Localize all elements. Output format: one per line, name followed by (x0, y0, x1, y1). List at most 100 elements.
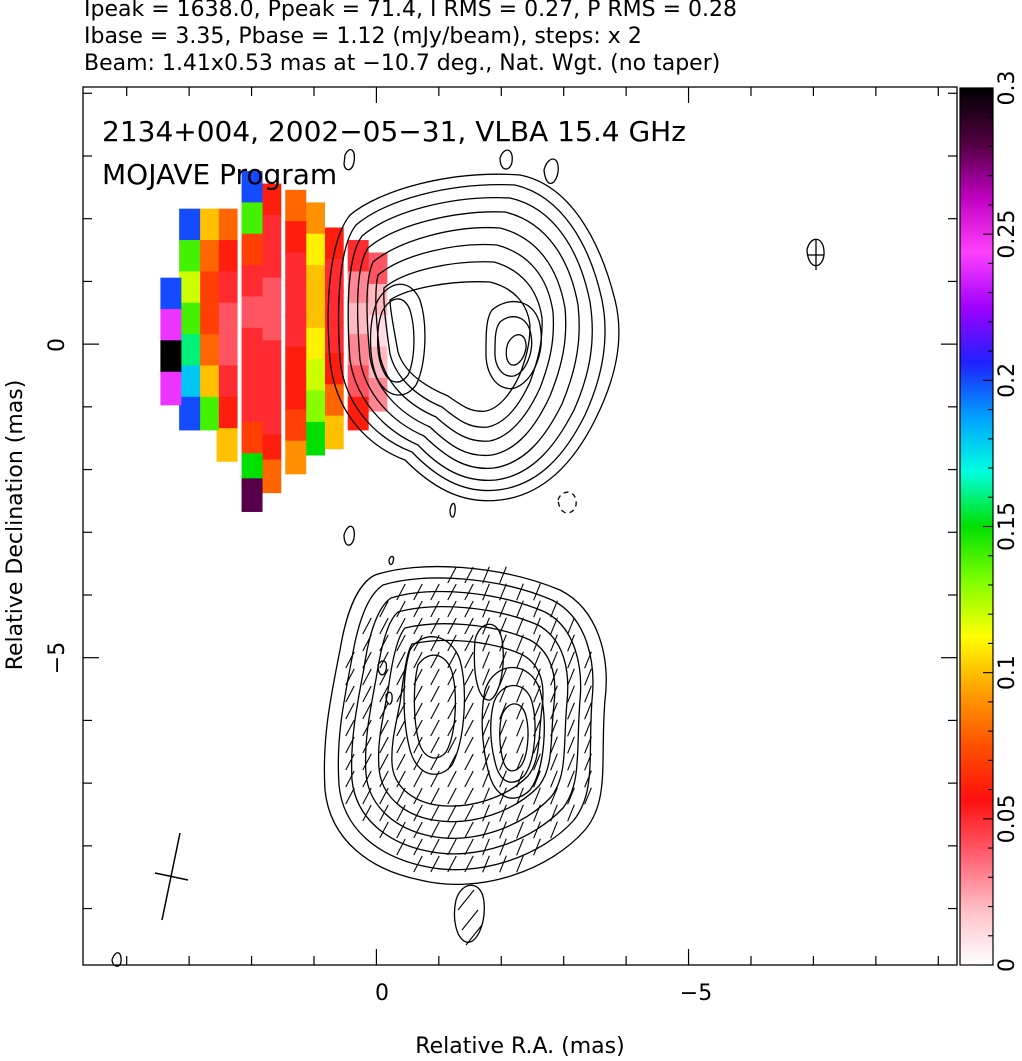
evpa-tick-41 (396, 685, 406, 703)
evpa-tick-54 (413, 634, 423, 652)
colorbar-label-3: 0.15 (995, 502, 1020, 551)
evpa-tick-208 (567, 685, 575, 703)
evpa-tick-43 (396, 719, 406, 737)
pol-pixel-60 (216, 334, 238, 368)
evpa-tick-21 (379, 600, 389, 618)
evpa-tick-64 (413, 804, 423, 822)
pol-pixel-22 (303, 327, 325, 362)
evpa-tick-17 (362, 753, 372, 771)
pol-pixel-53 (241, 421, 263, 456)
beam-marker (154, 832, 189, 921)
evpa-tick-6 (345, 753, 355, 771)
evpa-tick-177 (533, 634, 541, 652)
contour-north-6 (375, 243, 555, 442)
evpa-tick-140 (499, 583, 507, 601)
evpa-tick-76 (430, 719, 440, 737)
evpa-tick-4 (345, 719, 355, 737)
evpa-tick-72 (430, 651, 440, 669)
evpa-tick-206 (567, 651, 575, 669)
pol-pixel-33 (285, 409, 307, 443)
evpa-tick-51 (413, 583, 423, 601)
pol-pixel-79 (160, 309, 182, 343)
pol-pixel-46 (241, 202, 263, 237)
pol-pixel-19 (303, 233, 325, 268)
evpa-tick-30 (379, 753, 389, 771)
evpa-tick-113 (464, 736, 474, 754)
evpa-tick-96 (447, 753, 457, 771)
contour-east-peak-2 (494, 316, 533, 377)
evpa-tick-8 (345, 787, 355, 805)
pol-pixel-20 (303, 265, 325, 299)
pol-pixel-71 (179, 208, 201, 243)
evpa-tick-167 (516, 753, 524, 771)
pol-pixel-1 (366, 283, 388, 318)
evpa-tick-181 (533, 702, 541, 720)
contour-south-east-lobe-2 (490, 685, 536, 783)
evpa-tick-131 (482, 736, 490, 754)
evpa-tick-82 (430, 821, 440, 839)
pol-pixel-40 (260, 340, 282, 374)
x-tick-label-0: 0 (375, 981, 389, 1006)
pol-pixel-57 (216, 240, 238, 274)
evpa-tick-154 (499, 821, 507, 839)
pol-pixel-59 (216, 302, 238, 337)
evpa-tick-68 (430, 583, 440, 601)
evpa-tick-91 (447, 668, 457, 686)
pol-pixel-45 (241, 171, 263, 205)
contour-south-east-lobe-1 (481, 666, 545, 799)
evpa-tick-155 (499, 838, 507, 856)
evpa-tick-149 (499, 736, 507, 754)
evpa-tick-166 (516, 736, 524, 754)
pol-pixel-77 (179, 396, 201, 431)
pol-pixel-74 (179, 302, 201, 337)
pol-pixel-80 (160, 340, 182, 374)
contour-south-east-lobe-3 (499, 703, 529, 772)
source-annotation: 2134+004, 2002−05−31, VLBA 15.4 GHz (102, 115, 686, 148)
pol-pixel-25 (303, 421, 325, 456)
evpa-tick-150 (499, 753, 507, 771)
evpa-tick-13 (362, 685, 372, 703)
pol-pixel-9 (347, 365, 369, 400)
pol-pixel-41 (260, 371, 282, 406)
evpa-tick-36 (396, 600, 406, 618)
evpa-tick-65 (413, 821, 423, 839)
evpa-tick-1 (345, 668, 355, 686)
evpa-tick-42 (396, 702, 406, 720)
evpa-tick-178 (533, 651, 541, 669)
evpa-tick-193 (550, 651, 558, 669)
colorbar-label-5: 0.25 (995, 210, 1020, 259)
x-tick-label-minus5: −5 (680, 981, 712, 1006)
pol-pixel-49 (241, 296, 263, 331)
evpa-tick-130 (482, 719, 490, 737)
evpa-tick-137 (482, 838, 490, 856)
evpa-tick-66 (413, 838, 423, 856)
evpa-tick-98 (447, 787, 457, 805)
evpa-tick-84 (430, 855, 440, 873)
evpa-tick-111 (464, 702, 474, 720)
evpa-tick-227 (465, 924, 483, 946)
contour-corner-blob (111, 952, 122, 967)
evpa-tick-183 (533, 736, 541, 754)
evpa-tick-87 (447, 600, 457, 618)
evpa-tick-94 (447, 719, 457, 737)
evpa-tick-56 (413, 668, 423, 686)
pol-pixel-51 (241, 359, 263, 393)
pol-pixel-39 (260, 309, 282, 343)
evpa-tick-49 (396, 821, 406, 839)
evpa-tick-77 (430, 736, 440, 754)
evpa-tick-170 (516, 804, 524, 822)
evpa-tick-190 (550, 600, 558, 618)
evpa-tick-141 (499, 600, 507, 618)
evpa-tick-110 (464, 685, 474, 703)
contour-west-peak-1 (369, 283, 426, 396)
pol-pixel-61 (216, 365, 238, 400)
evpa-tick-182 (533, 719, 541, 737)
evpa-tick-23 (379, 634, 389, 652)
evpa-tick-22 (379, 617, 389, 635)
evpa-tick-75 (430, 702, 440, 720)
evpa-tick-146 (499, 685, 507, 703)
pol-pixel-55 (241, 478, 263, 512)
evpa-tick-69 (430, 600, 440, 618)
header-line-1: Ipeak = 1638.0, Ppeak = 71.4, I RMS = 0.… (84, 0, 737, 22)
pol-pixel-50 (241, 327, 263, 362)
